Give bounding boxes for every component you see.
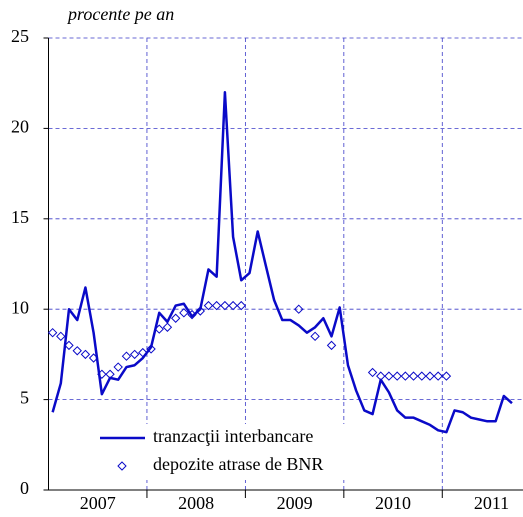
y-tick-label: 20: [11, 117, 29, 137]
legend-background: [95, 424, 375, 480]
marker: [105, 369, 115, 379]
marker: [56, 331, 66, 342]
marker: [384, 371, 394, 381]
legend-label: tranzacţii interbancare: [153, 426, 313, 446]
marker: [367, 367, 378, 378]
marker: [433, 371, 443, 381]
marker: [80, 349, 91, 360]
marker: [138, 347, 148, 358]
y-tick-label: 15: [11, 207, 29, 227]
legend-marker: [117, 461, 127, 471]
marker: [376, 371, 386, 381]
marker: [220, 300, 230, 311]
x-tick-label: 2007: [80, 493, 116, 513]
marker: [187, 309, 197, 320]
marker: [310, 331, 320, 342]
marker: [97, 369, 107, 379]
marker: [179, 308, 189, 318]
marker: [64, 340, 74, 351]
legend-label: depozite atrase de BNR: [153, 454, 323, 474]
y-tick-label: 10: [11, 297, 29, 317]
marker: [228, 300, 238, 311]
x-tick-label: 2011: [474, 493, 509, 513]
marker: [425, 371, 435, 381]
marker: [211, 300, 222, 311]
marker: [154, 324, 164, 334]
x-tick-label: 2010: [375, 493, 411, 513]
x-tick-label: 2008: [178, 493, 214, 513]
marker: [236, 300, 246, 311]
x-tick-label: 2009: [277, 493, 313, 513]
y-tick-label: 25: [11, 26, 29, 46]
y-tick-label: 5: [20, 388, 29, 408]
marker: [400, 371, 411, 381]
line: [51, 90, 513, 434]
marker: [113, 362, 123, 372]
marker: [121, 351, 132, 361]
marker: [441, 371, 452, 381]
marker: [72, 346, 82, 356]
marker: [170, 313, 181, 323]
marker: [294, 304, 304, 314]
marker: [47, 327, 58, 338]
marker: [146, 344, 156, 354]
marker: [162, 322, 173, 332]
marker: [203, 300, 214, 311]
marker: [195, 306, 206, 316]
chart-subtitle: procente pe an: [66, 4, 174, 24]
y-tick-label: 0: [20, 478, 29, 498]
marker: [129, 349, 140, 360]
marker: [417, 371, 427, 381]
marker: [326, 340, 337, 351]
marker: [88, 353, 99, 363]
marker: [408, 371, 419, 381]
marker: [392, 371, 402, 381]
